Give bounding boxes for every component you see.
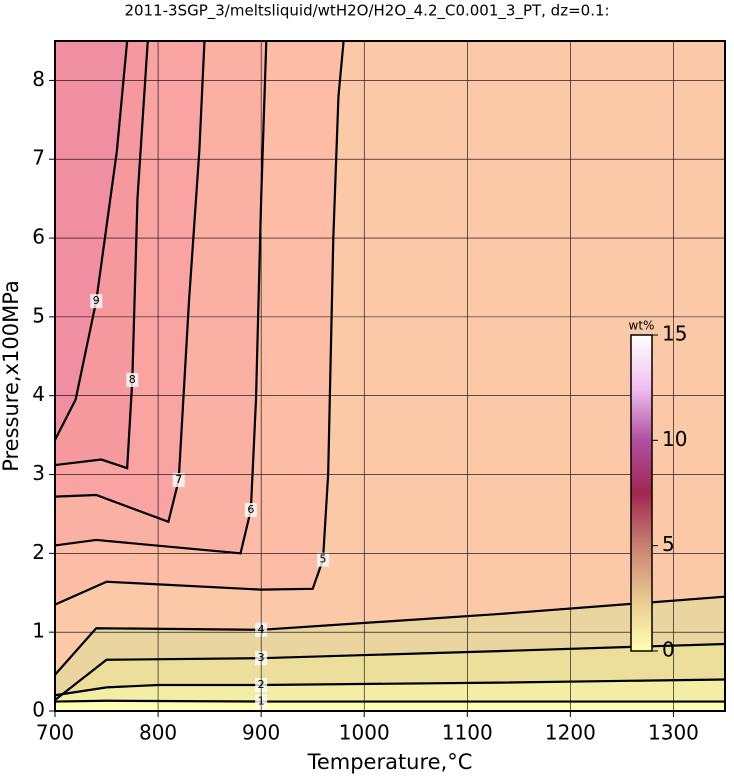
contour-label: 9 (93, 294, 100, 307)
colorbar (630, 334, 653, 652)
contour-label-bg (90, 294, 103, 309)
contour-label-bg (126, 372, 139, 387)
chart-title: 2011-3SGP_3/meltsliquid/wtH2O/H2O_4.2_C0… (124, 2, 609, 21)
x-axis-label: Temperature,°C (307, 750, 473, 774)
colorbar-tick-label: 0 (662, 638, 675, 662)
contour-label: 8 (129, 373, 136, 386)
contour-label-bg (317, 552, 329, 567)
y-tick-label: 3 (32, 461, 45, 485)
contour-line (54, 40, 149, 470)
contour-label: 6 (247, 503, 254, 516)
contour-line (54, 678, 726, 697)
x-tick-label: 1200 (545, 721, 596, 745)
y-tick-label: 5 (32, 303, 45, 327)
contour-line (54, 699, 725, 703)
x-tick-label: 800 (139, 721, 177, 745)
plot-frame (54, 40, 726, 712)
y-axis-label: Pressure,x100MPa (0, 280, 23, 472)
contour-label-bg (244, 503, 257, 517)
colorbar-tick-label: 5 (662, 532, 675, 556)
y-tick-label: 2 (32, 540, 45, 564)
x-tick-label: 900 (242, 721, 280, 745)
x-tick-label: 700 (36, 721, 74, 745)
contour-region (55, 700, 725, 711)
contour-label-bg (172, 473, 185, 488)
x-tick-label: 1000 (339, 721, 390, 745)
colorbar-tick-label: 15 (662, 322, 687, 346)
contour-label: 7 (175, 473, 182, 486)
colorbar-label: wt% (629, 319, 655, 333)
colorbar-tick-label: 10 (662, 427, 687, 451)
y-tick-label: 4 (32, 382, 45, 406)
y-tick-label: 1 (32, 619, 45, 643)
contour-label: 5 (320, 553, 327, 566)
y-tick-label: 0 (32, 698, 45, 722)
contour-region (55, 41, 128, 440)
y-tick-label: 6 (32, 225, 45, 249)
y-tick-label: 7 (32, 146, 45, 170)
x-tick-label: 1300 (648, 721, 699, 745)
y-tick-label: 8 (32, 67, 45, 91)
x-tick-label: 1100 (442, 721, 493, 745)
